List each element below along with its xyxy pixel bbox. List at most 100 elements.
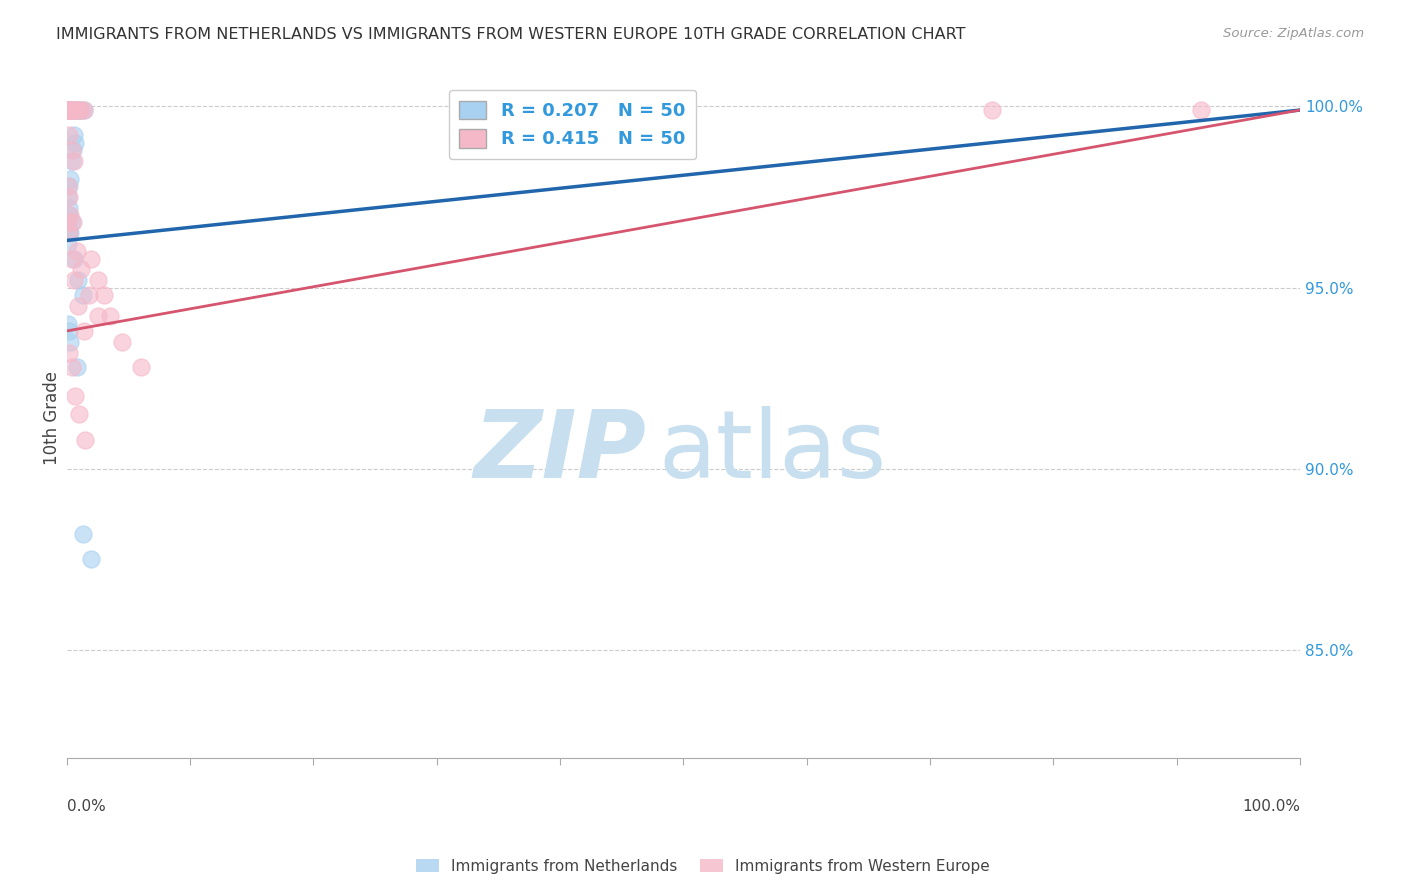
Point [56, 103, 79, 117]
Point [60, 103, 83, 117]
Point [67, 103, 90, 117]
Point [58, 103, 80, 117]
Text: 0.0%: 0.0% [66, 799, 105, 814]
Point [56, 103, 79, 117]
Point [63, 273, 86, 287]
Legend: Immigrants from Netherlands, Immigrants from Western Europe: Immigrants from Netherlands, Immigrants … [409, 853, 997, 880]
Point [63, 103, 86, 117]
Point [63, 128, 86, 143]
Point [129, 360, 152, 375]
Point [58, 103, 80, 117]
Point [56, 179, 79, 194]
Point [86, 310, 108, 324]
Point [56, 103, 79, 117]
Point [72, 526, 94, 541]
Point [1189, 103, 1212, 117]
Point [93, 287, 115, 301]
Point [62, 215, 84, 229]
Point [56, 103, 79, 117]
Point [56, 317, 79, 331]
Point [66, 103, 89, 117]
Point [63, 252, 86, 266]
Point [70, 103, 93, 117]
Point [58, 103, 80, 117]
Point [65, 103, 87, 117]
Point [58, 190, 80, 204]
Point [73, 103, 96, 117]
Point [56, 215, 79, 229]
Point [66, 273, 89, 287]
Point [56, 103, 79, 117]
Point [58, 103, 80, 117]
Point [73, 103, 96, 117]
Point [80, 552, 103, 566]
Point [65, 103, 87, 117]
Point [980, 103, 1002, 117]
Text: ZIP: ZIP [474, 406, 647, 498]
Point [56, 103, 79, 117]
Point [65, 136, 87, 150]
Point [63, 153, 86, 168]
Point [59, 103, 82, 117]
Point [58, 201, 80, 215]
Point [58, 103, 80, 117]
Point [58, 103, 80, 117]
Point [60, 103, 83, 117]
Text: atlas: atlas [658, 406, 887, 498]
Point [65, 360, 87, 375]
Point [58, 103, 80, 117]
Point [80, 252, 103, 266]
Point [56, 103, 79, 117]
Point [59, 103, 82, 117]
Point [65, 103, 87, 117]
Point [62, 103, 84, 117]
Point [58, 103, 80, 117]
Point [59, 172, 82, 186]
Point [60, 143, 83, 157]
Point [59, 103, 82, 117]
Legend: R = 0.207   N = 50, R = 0.415   N = 50: R = 0.207 N = 50, R = 0.415 N = 50 [449, 90, 696, 160]
Point [60, 153, 83, 168]
Point [63, 103, 86, 117]
Point [58, 208, 80, 222]
Point [70, 262, 93, 277]
Text: 100.0%: 100.0% [1241, 799, 1301, 814]
Point [65, 103, 87, 117]
Y-axis label: 10th Grade: 10th Grade [44, 371, 60, 465]
Point [86, 273, 108, 287]
Point [58, 324, 80, 338]
Point [58, 226, 80, 240]
Point [70, 103, 93, 117]
Point [58, 103, 80, 117]
Point [65, 389, 87, 403]
Point [56, 215, 79, 229]
Point [58, 128, 80, 143]
Point [62, 103, 84, 117]
Point [67, 407, 90, 421]
Point [60, 360, 83, 375]
Point [56, 103, 79, 117]
Point [59, 103, 82, 117]
Point [65, 244, 87, 259]
Point [58, 345, 80, 359]
Point [60, 215, 83, 229]
Point [56, 103, 79, 117]
Point [62, 103, 84, 117]
Point [111, 334, 134, 349]
Text: Source: ZipAtlas.com: Source: ZipAtlas.com [1223, 27, 1364, 40]
Point [59, 226, 82, 240]
Point [62, 143, 84, 157]
Point [56, 190, 79, 204]
Text: IMMIGRANTS FROM NETHERLANDS VS IMMIGRANTS FROM WESTERN EUROPE 10TH GRADE CORRELA: IMMIGRANTS FROM NETHERLANDS VS IMMIGRANT… [56, 27, 966, 42]
Point [73, 324, 96, 338]
Point [59, 334, 82, 349]
Point [67, 103, 90, 117]
Point [56, 103, 79, 117]
Point [56, 103, 79, 117]
Point [60, 252, 83, 266]
Point [59, 208, 82, 222]
Point [59, 103, 82, 117]
Point [58, 179, 80, 194]
Point [58, 222, 80, 236]
Point [77, 287, 100, 301]
